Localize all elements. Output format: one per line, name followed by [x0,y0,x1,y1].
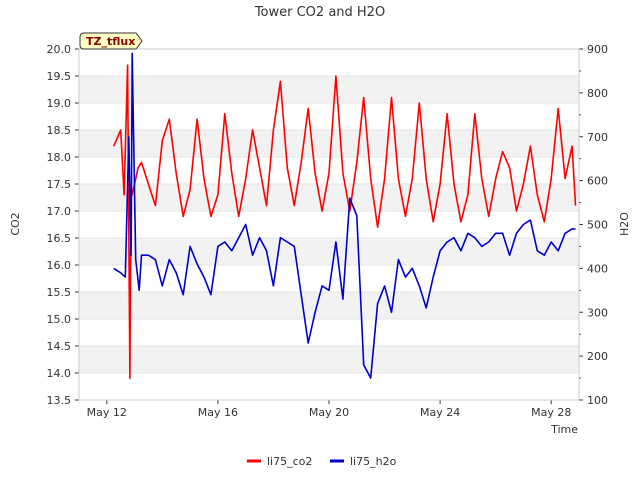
legend: li75_co2 li75_h2o [247,455,397,468]
x-tick-label: May 12 [87,406,127,419]
y-right-tick-label: 400 [587,262,608,275]
x-tick-label: May 20 [309,406,349,419]
badge: TZ_tflux [79,32,143,50]
y-right-tick-label: 200 [587,350,608,363]
y-left-tick-label: 16.0 [47,259,72,272]
chart-title: Tower CO2 and H2O [254,5,385,20]
series-line-li75_h2o [113,52,576,379]
y-right-tick-label: 700 [587,131,608,144]
plot-frame [78,48,580,401]
grid-band [79,346,579,373]
grid-band [79,76,579,103]
y-left-tick-label: 15.5 [47,286,72,299]
legend-label-h2o: li75_h2o [350,455,397,468]
y-left-tick-label: 13.5 [47,394,72,407]
y-axis-left-ticks: 13.5 14.0 14.5 15.0 15.5 16.0 16.5 17.0 17.5 18.0… [47,43,79,407]
legend-label-co2: li75_co2 [267,455,312,468]
y-axis-right-ticks: 100 200 300 400 500 600 700 800 900 [579,43,608,407]
x-tick-label: May 28 [531,406,571,419]
series-lines [112,52,577,380]
y-right-tick-label: 600 [587,175,608,188]
y-axis-right-title: H2O [618,212,631,236]
grid-band [79,292,579,319]
y-left-tick-label: 17.5 [47,178,72,191]
y-left-tick-label: 18.5 [47,124,72,137]
y-axis-left-title: CO2 [9,212,22,235]
y-right-tick-label: 800 [587,87,608,100]
y-left-tick-label: 20.0 [47,43,72,56]
y-right-tick-label: 100 [587,394,608,407]
x-tick-label: May 24 [420,406,460,419]
y-left-tick-label: 15.0 [47,313,72,326]
y-right-tick-label: 900 [587,43,608,56]
x-axis-title: Time [550,423,578,436]
badge-shape [79,32,143,50]
series-line-li75_co2 [112,64,577,380]
y-left-tick-label: 17.0 [47,205,72,218]
x-axis-ticks: May 12 May 16 May 20 May 24 May 28 [87,400,571,419]
y-left-tick-label: 16.5 [47,232,72,245]
badge-label: TZ_tflux [86,35,135,48]
grid-band [79,184,579,211]
y-left-tick-label: 19.0 [47,97,72,110]
grid-bands [79,48,579,401]
y-right-tick-label: 500 [587,219,608,232]
x-tick-label: May 16 [198,406,238,419]
y-left-tick-label: 19.5 [47,70,72,83]
y-left-tick-label: 14.5 [47,340,72,353]
grid-band [79,238,579,265]
y-right-tick-label: 300 [587,306,608,319]
y-left-tick-label: 14.0 [47,367,72,380]
y-left-tick-label: 18.0 [47,151,72,164]
